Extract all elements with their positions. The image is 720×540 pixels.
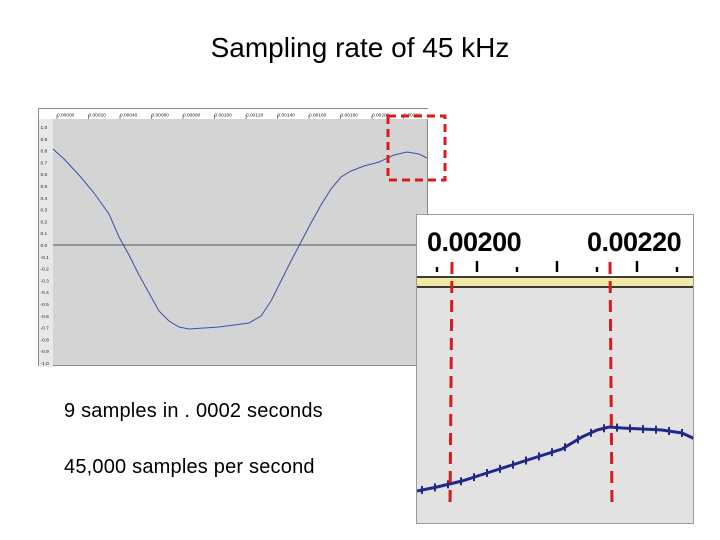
- amplitude-tick-label: -0.5: [41, 302, 50, 308]
- zoom-sample-points: [421, 423, 683, 494]
- ruler-tick-label: 0.00060: [152, 113, 170, 119]
- waveform-panel: 0.00000 0.00020 0.00040 0.00060 0.00080 0.001…: [38, 108, 429, 367]
- amplitude-tick-label: 0.5: [41, 184, 48, 190]
- amplitude-tick-label: -0.2: [41, 267, 50, 273]
- ruler-tick-label: 0.00040: [120, 113, 138, 119]
- amplitude-tick-label: -0.4: [41, 290, 50, 296]
- amplitude-tick-label: -1.0: [41, 361, 50, 367]
- timeline-ruler[interactable]: [39, 109, 429, 119]
- caption-rate: 45,000 samples per second: [64, 456, 315, 478]
- zoom-canvas: [417, 261, 693, 494]
- amplitude-tick-label: -0.3: [41, 278, 50, 284]
- ruler-tick-label: 0.00120: [246, 113, 264, 119]
- amplitude-tick-label: 0.6: [41, 172, 48, 178]
- slide-title: Sampling rate of 45 kHz: [210, 32, 510, 63]
- amplitude-tick-label: 0.3: [41, 208, 48, 214]
- amplitude-tick-label: 0.7: [41, 160, 48, 166]
- ruler-tick-label: 0.00180: [341, 113, 359, 119]
- amplitude-tick-label: 0.2: [41, 219, 48, 225]
- ruler-tick-label: 0.00220: [404, 113, 422, 119]
- amplitude-tick-label: 1.0: [41, 125, 48, 131]
- amplitude-scale: [39, 119, 53, 367]
- caption-samples: 9 samples in . 0002 seconds: [64, 400, 323, 422]
- waveform-canvas: 0.00000 0.00020 0.00040 0.00060 0.00080 0.001…: [39, 109, 429, 367]
- zoom-waveform-line: [417, 425, 693, 493]
- amplitude-tick-label: -0.1: [41, 255, 50, 261]
- waveform-line: [52, 148, 428, 330]
- ruler-tick-label: 0.00200: [372, 113, 390, 119]
- amplitude-tick-label: -0.8: [41, 337, 50, 343]
- zoom-timeline-ruler[interactable]: [417, 215, 693, 277]
- amplitude-tick-label: 0.8: [41, 149, 48, 155]
- amplitude-tick-label: -0.9: [41, 349, 50, 355]
- amplitude-labels: 1.0 0.9 0.8 0.7 0.6 0.5 0.4 0.3 0.2 0.1 0.0 -0.1 -0.…: [41, 125, 50, 367]
- zoom-label-right: 0.00220: [587, 227, 682, 257]
- amplitude-tick-label: -0.6: [41, 314, 50, 320]
- zoom-ticks: [435, 261, 679, 272]
- ruler-tick-label: 0.00100: [215, 113, 233, 119]
- ruler-tick-label: 0.00140: [278, 113, 296, 119]
- ruler-tick-label: 0.00020: [89, 113, 107, 119]
- ruler-tick-label: 0.00080: [183, 113, 201, 119]
- ruler-tick-label: 0.00000: [57, 113, 75, 119]
- ruler-tick-label: 0.00160: [309, 113, 327, 119]
- zoom-selection-band: [417, 277, 693, 287]
- amplitude-tick-label: -0.7: [41, 326, 50, 332]
- amplitude-tick-label: 0.4: [41, 196, 48, 202]
- amplitude-tick-label: 0.1: [41, 231, 48, 237]
- zoom-label-left: 0.00200: [427, 227, 522, 257]
- amplitude-tick-label: 0.0: [41, 243, 48, 249]
- zoom-inset: 0.00200 0.00220: [416, 214, 694, 524]
- amplitude-tick-label: 0.9: [41, 137, 48, 143]
